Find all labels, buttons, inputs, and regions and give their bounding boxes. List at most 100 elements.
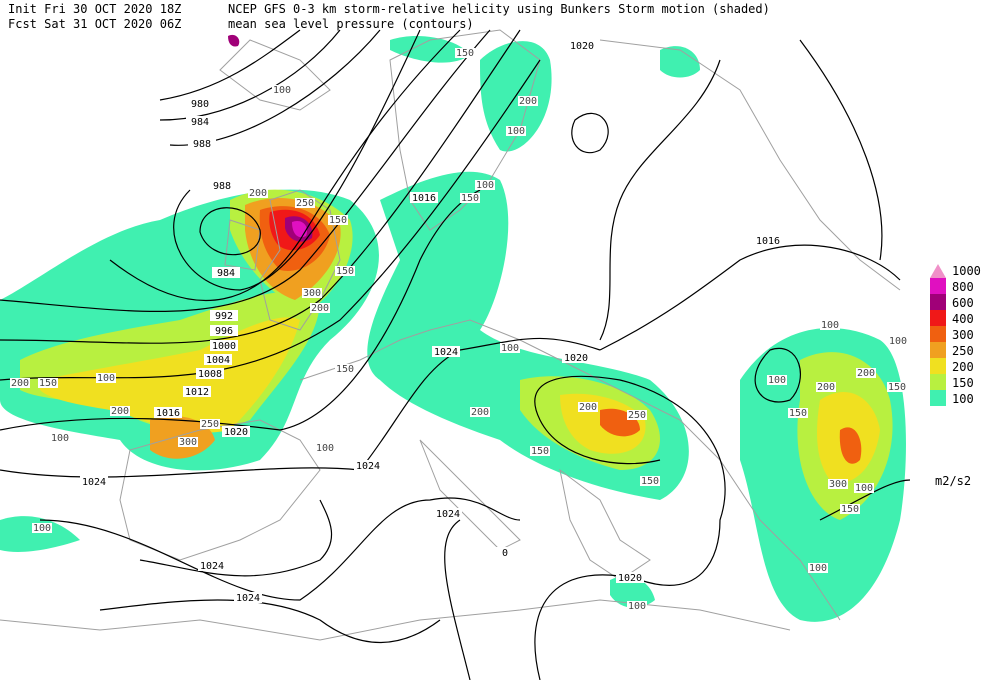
helicity-label: 300 [179, 437, 197, 448]
helicity-label: 200 [857, 368, 875, 379]
helicity-label-bg [887, 382, 907, 392]
coastlines [0, 29, 901, 641]
legend-swatch [930, 342, 946, 358]
isobar-label-bg [616, 572, 644, 583]
legend-swatch [930, 278, 946, 294]
helicity-label-bg [335, 364, 355, 374]
isobar-label: 1020 [570, 41, 594, 52]
isobar [159, 29, 341, 121]
isobar-label-bg [208, 180, 236, 191]
helicity-label-bg [96, 373, 116, 383]
helicity-label: 200 [11, 378, 29, 389]
coastline [419, 439, 521, 551]
helicity-area [292, 220, 308, 238]
helicity-area [610, 576, 655, 608]
helicity-area [0, 516, 80, 552]
helicity-label-bg [302, 288, 322, 298]
helicity-label: 150 [336, 364, 354, 375]
helicity-label: 100 [273, 85, 291, 96]
helicity-label-bg [295, 198, 315, 208]
isobar-label-bg [204, 354, 232, 365]
helicity-label-bg [578, 402, 598, 412]
isobar-label: 1024 [356, 461, 380, 472]
isobar-label-bg [212, 267, 240, 278]
helicity-label-bg [475, 180, 495, 190]
helicity-label: 100 [316, 443, 334, 454]
helicity-area [660, 46, 700, 78]
helicity-label: 200 [471, 407, 489, 418]
isobar-label: 1008 [198, 369, 222, 380]
legend-swatch [930, 310, 946, 326]
legend-label: 150 [952, 376, 974, 390]
isobar-label-bg [186, 98, 214, 109]
helicity-label: 150 [329, 215, 347, 226]
isobar-label: 996 [215, 326, 233, 337]
isobar [0, 29, 491, 312]
helicity-label-bg [455, 48, 475, 58]
helicity-label-bg [50, 433, 70, 443]
coastline [219, 39, 331, 111]
isobar-label-bg [354, 460, 382, 471]
helicity-label-bg [178, 437, 198, 447]
coastline [224, 219, 261, 271]
isobar [139, 499, 333, 577]
helicity-label-bg [335, 266, 355, 276]
helicity-label: 100 [855, 483, 873, 494]
isobar-label-bg [80, 476, 108, 487]
isobar-label-bg [210, 310, 238, 321]
isobar [599, 244, 901, 351]
helicity-label-bg [627, 601, 647, 611]
legend-label: 250 [952, 344, 974, 358]
isobar [39, 497, 521, 601]
helicity-label: 100 [51, 433, 69, 444]
helicity-label: 150 [456, 48, 474, 59]
map-subtitle: mean sea level pressure (contours) [228, 17, 474, 31]
helicity-label-bg [315, 443, 335, 453]
helicity-area [839, 427, 862, 464]
isobar [599, 59, 721, 341]
helicity-label: 200 [579, 402, 597, 413]
isobar-label: 1012 [185, 387, 209, 398]
legend-label: 600 [952, 296, 974, 310]
helicity-label: 100 [628, 601, 646, 612]
isobar-label: 1024 [436, 509, 460, 520]
isobar-label-bg [568, 40, 596, 51]
helicity-area [390, 35, 470, 63]
helicity-label-bg [788, 408, 808, 418]
isobar [0, 337, 601, 478]
isobar-label: 1016 [412, 193, 436, 204]
isobar-label-bg [188, 138, 216, 149]
helicity-label-bg [110, 406, 130, 416]
helicity-label-bg [200, 419, 220, 429]
isobar-label: 980 [191, 99, 209, 110]
isobar [99, 599, 441, 644]
isobar [173, 29, 421, 291]
isobar-label-bg [434, 508, 462, 519]
legend: 1000 800 600 400 300 250 200 150 100 [930, 264, 981, 406]
isobar-label: 992 [215, 311, 233, 322]
helicity-label: 300 [303, 288, 321, 299]
isobar-label: 1024 [82, 477, 106, 488]
isobar-label: 1020 [618, 573, 642, 584]
helicity-label: 200 [311, 303, 329, 314]
isobar [159, 29, 301, 101]
legend-swatch [930, 390, 946, 406]
legend-label: 100 [952, 392, 974, 406]
helicity-label-bg [500, 343, 520, 353]
isobar [444, 519, 471, 680]
helicity-label-bg [32, 523, 52, 533]
helicity-label-bg [470, 407, 490, 417]
isobar [109, 29, 461, 301]
isobar-label: 984 [191, 117, 209, 128]
isobar-label-bg [210, 325, 238, 336]
unit-label: m2/s2 [935, 474, 971, 488]
helicity-label-bg [506, 126, 526, 136]
isobar-label-bg [196, 368, 224, 379]
forecast-time: Fcst Sat 31 OCT 2020 06Z [8, 17, 181, 31]
isobar-label: 988 [213, 181, 231, 192]
helicity-label: 150 [531, 446, 549, 457]
isobar-label-bg [754, 235, 782, 246]
helicity-label: 150 [888, 382, 906, 393]
map-title: NCEP GFS 0-3 km storm-relative helicity … [228, 2, 770, 16]
isobar-label: 1000 [212, 341, 236, 352]
